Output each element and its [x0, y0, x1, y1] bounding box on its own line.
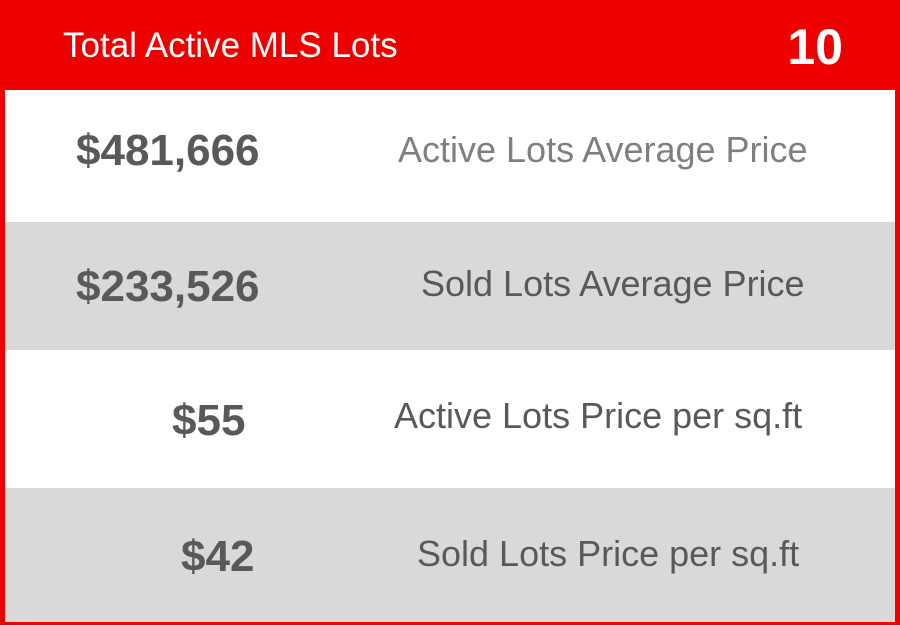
stats-list: $481,666 Active Lots Average Price $233,…: [5, 90, 895, 622]
stat-value: $233,526: [76, 262, 260, 311]
header-title: Total Active MLS Lots: [63, 26, 398, 65]
stat-label: Active Lots Price per sq.ft: [394, 395, 803, 436]
stat-label: Sold Lots Price per sq.ft: [417, 533, 800, 574]
stat-value: $42: [181, 532, 255, 581]
stat-row-active-average-price: $481,666 Active Lots Average Price: [5, 90, 895, 222]
stat-label: Sold Lots Average Price: [421, 263, 805, 304]
stat-value: $55: [172, 396, 246, 445]
stat-label: Active Lots Average Price: [398, 129, 808, 170]
stat-row-active-price-per-sqft: $55 Active Lots Price per sq.ft: [5, 350, 895, 488]
stat-row-sold-average-price: $233,526 Sold Lots Average Price: [5, 222, 895, 350]
card-header: Total Active MLS Lots 10: [5, 0, 895, 90]
stat-value: $481,666: [76, 126, 260, 175]
total-lots-count: 10: [787, 19, 843, 75]
stat-row-sold-price-per-sqft: $42 Sold Lots Price per sq.ft: [5, 488, 895, 622]
